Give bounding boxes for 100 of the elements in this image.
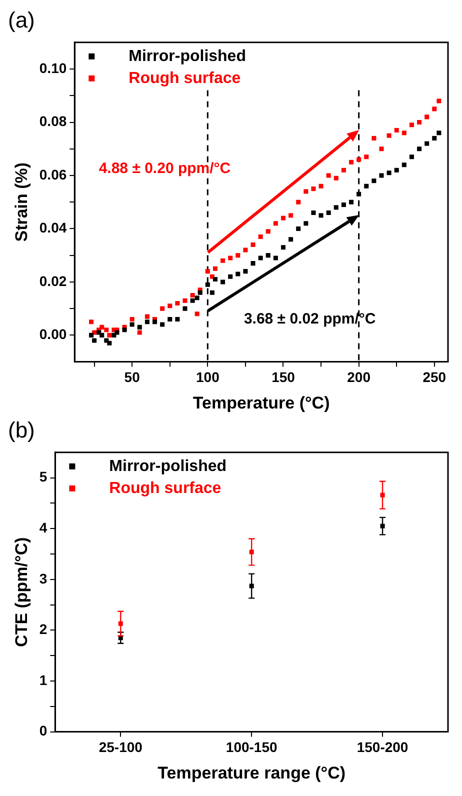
point xyxy=(304,221,308,226)
point xyxy=(349,160,354,164)
point xyxy=(304,189,308,194)
point xyxy=(137,330,142,335)
chart-title: (a) xyxy=(8,7,35,32)
point xyxy=(296,200,301,204)
y-axis-title: Strain (%) xyxy=(12,162,31,242)
point xyxy=(386,170,392,176)
point xyxy=(402,162,406,168)
point xyxy=(137,324,142,330)
point xyxy=(212,266,218,271)
point xyxy=(386,133,392,138)
point xyxy=(198,290,202,295)
point xyxy=(210,290,214,295)
point xyxy=(356,157,362,162)
x-tick-label: 150-200 xyxy=(356,739,408,756)
point xyxy=(266,229,270,234)
point xyxy=(107,340,112,346)
y-tick-label: 0.08 xyxy=(39,113,67,130)
point xyxy=(250,261,256,266)
y-tick-label: 0.10 xyxy=(39,60,67,76)
point xyxy=(122,328,127,332)
point xyxy=(228,256,233,260)
point xyxy=(318,213,324,218)
point xyxy=(92,338,97,343)
point xyxy=(228,274,233,279)
x-tick-label: 250 xyxy=(422,369,446,386)
y-tick-label: 0.00 xyxy=(39,326,67,342)
point xyxy=(243,248,248,252)
point xyxy=(194,296,200,300)
point xyxy=(236,253,240,258)
point xyxy=(266,253,270,258)
x-tick-label: 25-100 xyxy=(98,739,143,756)
point xyxy=(394,168,399,172)
point xyxy=(436,130,442,136)
y-tick-label: 0.04 xyxy=(39,220,67,236)
point xyxy=(356,192,362,196)
y-tick-label: 0.02 xyxy=(39,272,67,289)
point xyxy=(182,306,188,311)
point xyxy=(436,98,442,104)
point xyxy=(296,226,301,231)
x-tick-label: 100 xyxy=(196,369,220,386)
point xyxy=(379,146,384,152)
point xyxy=(220,280,226,284)
point xyxy=(258,234,263,239)
y-tick-label: 3 xyxy=(39,570,48,586)
point xyxy=(311,210,316,216)
point xyxy=(409,154,414,160)
point xyxy=(130,316,134,322)
point xyxy=(205,282,210,287)
legend-label: Rough surface xyxy=(128,70,241,87)
point xyxy=(334,176,338,180)
point xyxy=(280,245,286,250)
point xyxy=(236,272,240,276)
x-axis-title: Temperature (°C) xyxy=(192,393,330,412)
point xyxy=(168,316,172,322)
point xyxy=(326,210,331,216)
point xyxy=(273,256,278,260)
point xyxy=(432,136,437,140)
point xyxy=(417,120,422,125)
point xyxy=(130,322,134,327)
point xyxy=(417,146,422,152)
point xyxy=(144,320,150,324)
point xyxy=(107,332,112,338)
point xyxy=(175,316,180,322)
x-axis-title: Temperature range (°C) xyxy=(158,763,346,782)
point xyxy=(104,328,109,332)
point xyxy=(160,322,165,327)
point xyxy=(89,332,94,338)
y-tick-label: 2 xyxy=(39,621,48,638)
point xyxy=(100,324,104,330)
point xyxy=(409,122,414,128)
point xyxy=(288,213,294,218)
y-tick-label: 0.06 xyxy=(39,166,67,182)
point xyxy=(212,277,218,282)
point xyxy=(326,173,331,178)
y-tick-label: 1 xyxy=(39,672,48,688)
legend-label: Mirror-polished xyxy=(109,458,227,475)
point xyxy=(144,314,150,319)
point xyxy=(364,184,369,188)
point xyxy=(288,237,294,242)
x-tick-label: 50 xyxy=(124,369,140,386)
point xyxy=(89,320,94,324)
point xyxy=(341,202,346,208)
point xyxy=(100,332,104,338)
point xyxy=(194,312,200,316)
point xyxy=(402,130,406,136)
point xyxy=(220,258,226,263)
point xyxy=(379,173,384,178)
y-tick-label: 5 xyxy=(39,468,48,485)
y-axis-title: CTE (ppm/°C) xyxy=(12,537,31,647)
y-tick-label: 0 xyxy=(39,722,48,739)
point xyxy=(190,292,195,298)
point xyxy=(364,154,369,160)
point xyxy=(318,184,324,188)
point xyxy=(243,269,248,274)
point xyxy=(372,178,376,184)
point xyxy=(168,304,172,308)
point xyxy=(280,216,286,220)
point xyxy=(394,128,399,132)
